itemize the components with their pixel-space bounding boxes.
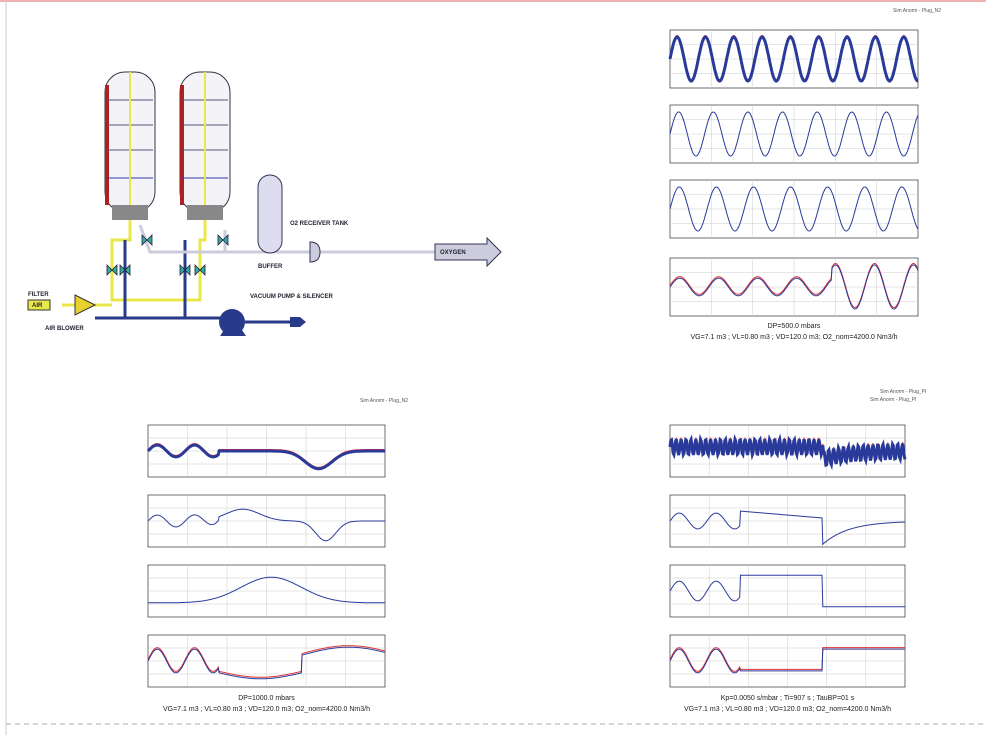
caption: Kp=0.0050 s/mbar ; Ti=907 s ; TauBP=01 s — [721, 695, 855, 702]
panel-header: Sim Anorm - Plug_PI — [880, 389, 926, 395]
caption: VG=7.1 m3 ; VL=0.80 m3 ; VD=120.0 m3; O2… — [163, 706, 370, 713]
caption: DP=1000.0 mbars — [238, 695, 295, 702]
caption: DP=500.0 mbars — [768, 323, 821, 330]
adsorber-column — [180, 72, 230, 220]
label: AIR — [32, 303, 43, 309]
panel-header: Sim Anorm - Plug_N2 — [360, 398, 408, 404]
page: FILTER AIR AIR BLOWER VACUUM PUMP & SILE… — [0, 0, 986, 735]
label: BUFFER — [258, 264, 283, 270]
panel-header: Sim Anorm - Plug_N2 — [893, 8, 941, 14]
silencer — [290, 317, 306, 327]
panel-header: Sim Anorm - Plug_PI — [870, 397, 916, 403]
label: VACUUM PUMP & SILENCER — [250, 294, 333, 300]
label: AIR BLOWER — [45, 326, 84, 332]
air-blower — [75, 295, 95, 315]
process-diagram: FILTER AIR AIR BLOWER VACUUM PUMP & SILE… — [28, 72, 501, 336]
adsorber-column — [105, 72, 155, 220]
pump-base — [220, 330, 246, 336]
caption: VG=7.1 m3 ; VL=0.80 m3 ; VD=120.0 m3; O2… — [690, 334, 897, 341]
pipe — [140, 225, 225, 252]
label: OXYGEN — [440, 250, 466, 256]
buffer-tank — [258, 175, 282, 253]
caption: VG=7.1 m3 ; VL=0.80 m3 ; VD=120.0 m3; O2… — [684, 706, 891, 713]
label: O2 RECEIVER TANK — [290, 221, 349, 227]
label: FILTER — [28, 292, 49, 298]
receiver-valve — [310, 242, 320, 262]
